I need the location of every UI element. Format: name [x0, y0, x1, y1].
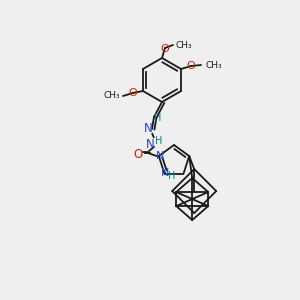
Text: H: H: [168, 171, 175, 181]
Text: O: O: [160, 44, 169, 54]
Text: H: H: [154, 113, 162, 123]
Text: CH₃: CH₃: [205, 61, 222, 70]
Text: H: H: [155, 136, 163, 146]
Text: N: N: [146, 137, 154, 151]
Text: CH₃: CH₃: [103, 92, 120, 100]
Text: N: N: [144, 122, 152, 136]
Text: N: N: [156, 151, 164, 161]
Text: O: O: [129, 88, 137, 98]
Text: O: O: [187, 61, 195, 71]
Text: CH₃: CH₃: [176, 40, 193, 50]
Text: N: N: [160, 168, 169, 178]
Text: O: O: [134, 148, 142, 160]
